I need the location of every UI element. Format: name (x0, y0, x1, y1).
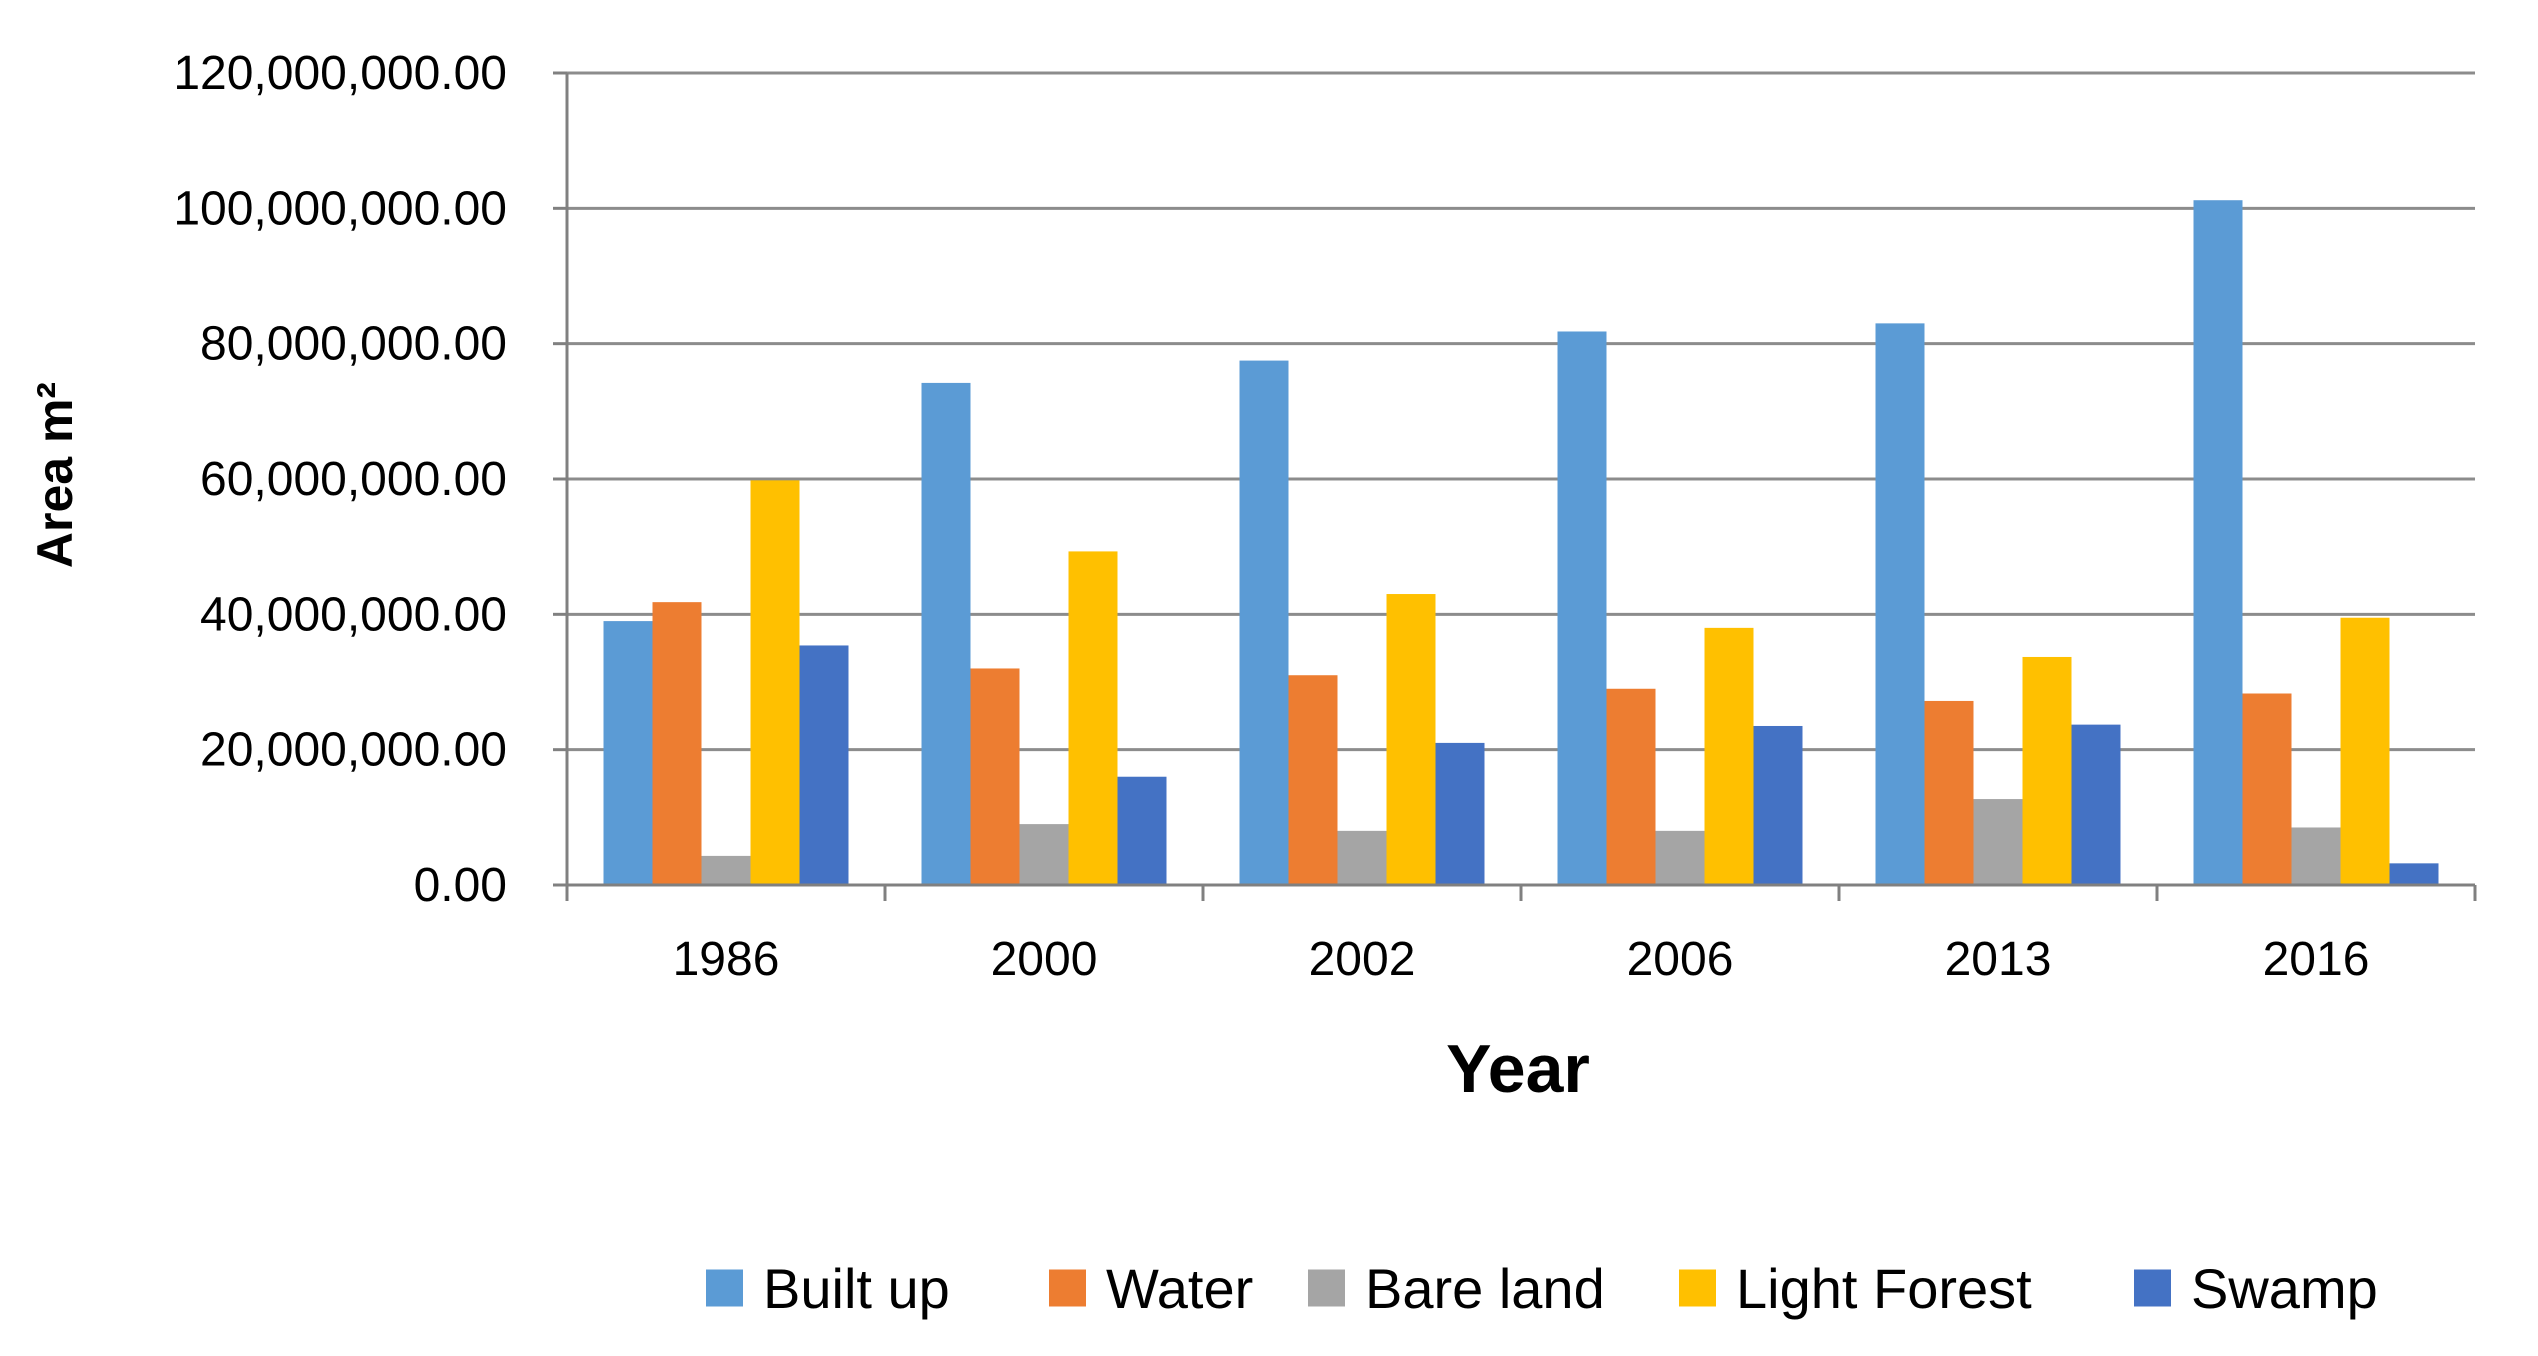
x-tick-labels: 1986 2000 2002 2006 2013 2016 (673, 933, 2370, 986)
bar-bare-land-2002 (1337, 830, 1387, 885)
bar-water-2002 (1288, 675, 1338, 885)
axes (553, 71, 2477, 901)
legend-swatch-water (1049, 1269, 1086, 1307)
legend-label: Swamp (2191, 1257, 2378, 1320)
bar-light-forest-2000 (1068, 551, 1118, 885)
y-tick-label: 100,000,000.00 (173, 182, 507, 235)
legend-swatch-bare-land (1308, 1269, 1345, 1307)
bar-water-2000 (970, 668, 1020, 885)
bar-water-2013 (1924, 700, 1974, 885)
bar-bare-land-2000 (1019, 824, 1069, 885)
bar-built-up-2002 (1239, 360, 1289, 885)
bar-light-forest-2002 (1386, 594, 1436, 885)
x-tick-label: 2000 (991, 933, 1098, 986)
y-axis-title: Area m² (27, 382, 83, 568)
bar-built-up-2016 (2193, 200, 2243, 886)
bar-bare-land-2016 (2291, 827, 2341, 885)
bar-swamp-2002 (1435, 742, 1485, 885)
bar-built-up-1986 (603, 621, 653, 885)
legend-swatch-built-up (706, 1269, 743, 1307)
bar-water-2006 (1606, 688, 1656, 885)
legend-swatch-swamp (2134, 1269, 2171, 1307)
bar-light-forest-2006 (1704, 627, 1754, 885)
x-tick-label: 1986 (673, 933, 780, 986)
bars (603, 200, 2439, 886)
y-tick-labels: 0.00 20,000,000.00 40,000,000.00 60,000,000… (173, 47, 507, 912)
bar-bare-land-2006 (1655, 830, 1705, 885)
y-tick-label: 60,000,000.00 (200, 453, 507, 506)
legend-label: Water (1106, 1257, 1253, 1320)
x-tick-label: 2006 (1627, 933, 1734, 986)
legend-swatch-light-forest (1679, 1269, 1716, 1307)
legend-label: Bare land (1365, 1257, 1605, 1320)
bar-built-up-2006 (1557, 331, 1607, 885)
y-tick-label: 20,000,000.00 (200, 724, 507, 777)
bar-swamp-2006 (1753, 725, 1803, 885)
bar-bare-land-1986 (701, 855, 751, 885)
x-tick-label: 2016 (2263, 933, 2370, 986)
bar-built-up-2013 (1875, 323, 1925, 885)
legend-label: Built up (763, 1257, 950, 1320)
bar-light-forest-2016 (2340, 617, 2390, 885)
x-axis-title: Year (1446, 1031, 1590, 1107)
bar-light-forest-2013 (2022, 656, 2072, 885)
bar-bare-land-2013 (1973, 799, 2023, 885)
y-tick-label: 80,000,000.00 (200, 318, 507, 371)
bar-built-up-2000 (921, 382, 971, 885)
legend-label: Light Forest (1736, 1257, 2032, 1320)
y-tick-label: 120,000,000.00 (173, 47, 507, 100)
legend: Built up Water Bare land Light Forest Swamp (706, 1257, 2378, 1320)
bar-water-1986 (652, 602, 702, 885)
bar-water-2016 (2242, 693, 2292, 885)
bar-swamp-2000 (1117, 776, 1167, 885)
bar-swamp-2013 (2071, 724, 2121, 885)
bar-swamp-2016 (2389, 863, 2439, 885)
gridlines (567, 71, 2475, 752)
y-tick-label: 40,000,000.00 (200, 588, 507, 641)
x-tick-label: 2013 (1945, 933, 2052, 986)
bar-swamp-1986 (799, 645, 849, 885)
y-tick-label: 0.00 (414, 859, 507, 912)
x-tick-label: 2002 (1309, 933, 1416, 986)
bar-light-forest-1986 (750, 480, 800, 885)
